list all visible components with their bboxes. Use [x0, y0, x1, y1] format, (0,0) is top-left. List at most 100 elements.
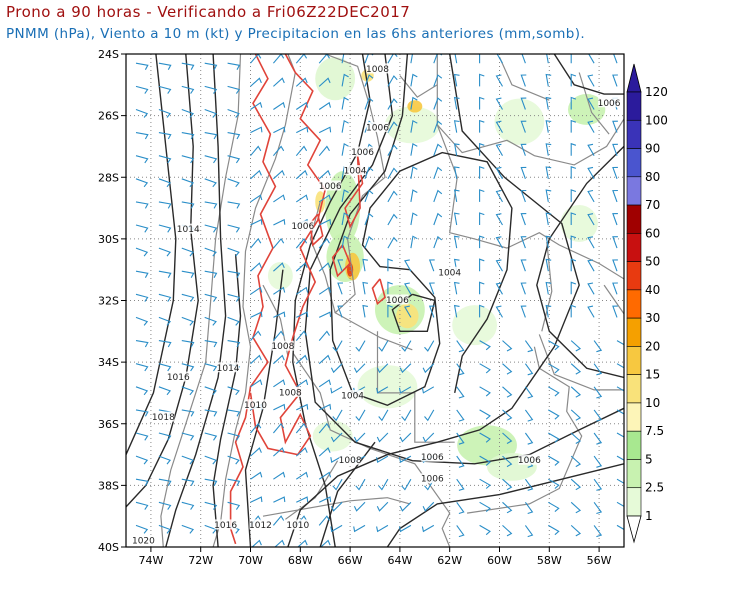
wind-barb [525, 549, 532, 560]
chart-title: Prono a 90 horas - Verificando a Fri06Z2… [6, 3, 411, 21]
wind-barb [227, 386, 240, 396]
lon-tick-label: 64W [387, 554, 412, 567]
wind-barb [318, 330, 330, 341]
isobar-label: 1016 [167, 373, 190, 383]
wind-barb [250, 194, 263, 203]
wind-barb [362, 281, 368, 295]
wind-barb [355, 409, 366, 422]
wind-barb [376, 432, 389, 443]
wind-barb [250, 218, 263, 226]
wind-barb [520, 236, 527, 249]
wind-barb [570, 363, 582, 375]
colorbar-label: 2.5 [645, 481, 664, 495]
wind-barb [401, 340, 412, 352]
wind-barb [330, 363, 343, 374]
wind-barb [612, 74, 618, 87]
isobar-label: 1006 [366, 123, 389, 133]
wind-barb [587, 166, 595, 180]
isobar-label: 1008 [366, 65, 389, 75]
wind-barb [570, 189, 577, 202]
wind-barb [456, 478, 465, 491]
wind-barb [227, 201, 241, 209]
wind-barb [250, 169, 262, 180]
wind-barb [433, 143, 443, 156]
isobar-line [292, 54, 371, 547]
colorbar-label: 40 [645, 283, 660, 297]
precip-colorbar: 120 100 90 80 70 60 50 40 30 20 15 10 7.5 5 2.5 1 [626, 63, 668, 544]
wind-barb [587, 97, 595, 110]
wind-barb [273, 286, 286, 295]
wind-barb [273, 218, 286, 226]
wind-barb [612, 166, 618, 179]
wind-barb [227, 409, 241, 417]
wind-barb [320, 539, 331, 547]
wind-barb [593, 409, 603, 422]
wind-barb [479, 189, 485, 202]
isobar-label-bg [217, 362, 240, 373]
wind-barb [524, 340, 534, 353]
wind-barb [158, 108, 172, 118]
wind-barb [456, 432, 465, 445]
wind-barb [617, 549, 627, 558]
isobar-label-bg [291, 220, 314, 231]
wind-barb [587, 189, 595, 203]
wind-barb [337, 282, 344, 295]
wind-barb [158, 340, 172, 348]
wind-barb [404, 259, 412, 272]
colorbar-swatch [626, 487, 642, 517]
colorbar-label: 70 [645, 198, 660, 212]
precip-cell [312, 420, 353, 452]
wind-barb [296, 126, 309, 134]
wind-barb [570, 142, 577, 156]
wind-barb [318, 145, 330, 157]
wind-barb [204, 201, 218, 209]
wind-barb [332, 340, 343, 352]
colorbar-label: 120 [645, 85, 668, 99]
wind-barb [612, 236, 618, 249]
wind-barb [135, 247, 149, 257]
wind-barb [318, 515, 330, 526]
border-line [160, 54, 242, 547]
wind-barb [570, 235, 577, 249]
wind-barb [570, 73, 577, 87]
terrain-line [371, 278, 386, 305]
wind-barb [548, 363, 560, 374]
wind-barb [158, 524, 172, 534]
wind-barb [204, 409, 218, 417]
wind-barb [332, 409, 343, 422]
wind-barb [410, 235, 418, 249]
wind-barb [502, 409, 513, 421]
wind-barb [545, 258, 552, 272]
wind-barb [135, 363, 149, 372]
wind-barb [364, 235, 374, 249]
wind-barb [250, 77, 262, 87]
wind-barb [362, 304, 368, 318]
wind-barb [479, 258, 485, 272]
lon-tick-label: 66W [338, 554, 363, 567]
wind-barb [453, 120, 460, 133]
wind-barb [593, 478, 603, 491]
wind-barb [204, 247, 217, 257]
wind-barb [433, 212, 443, 226]
wind-barb [135, 501, 149, 510]
wind-barb [158, 432, 172, 441]
isobar-label: 1008 [271, 342, 294, 352]
wind-barb [295, 169, 308, 180]
wind-barb [545, 96, 552, 110]
wind-barb [588, 54, 595, 64]
isobar-label-bg [518, 454, 541, 465]
wind-barb [181, 432, 195, 441]
wind-barb [520, 189, 527, 203]
wind-barb [456, 409, 465, 422]
wind-barb [612, 282, 618, 295]
wind-barb [612, 213, 618, 226]
wind-barb [524, 478, 534, 491]
colorbar-top-arrow [626, 63, 642, 93]
terrain-line [309, 213, 324, 247]
colorbar-label: 5 [645, 452, 653, 466]
wind-barb [570, 119, 577, 133]
wind-barb [616, 432, 624, 443]
wind-barb [612, 305, 618, 318]
wind-barb [250, 286, 263, 295]
wind-barb [158, 201, 172, 209]
